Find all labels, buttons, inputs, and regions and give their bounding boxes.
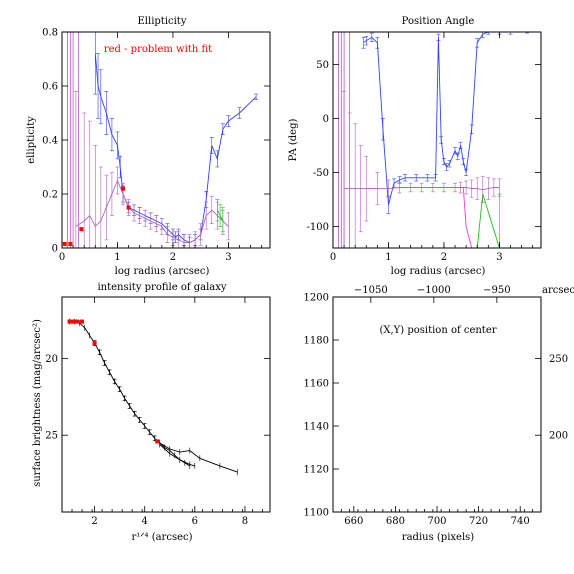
- position-angle-frame: [332, 31, 542, 249]
- position-angle-xlabel: log radius (arcsec): [391, 266, 486, 277]
- x-tick-label: 8: [242, 516, 248, 527]
- right-axis-label: arcsec: [542, 285, 574, 296]
- center-xlabel: radius (pixels): [402, 532, 474, 543]
- intensity-profile-panel: intensity profile of galaxy r¹ᐟ⁴ (arcsec…: [32, 282, 271, 543]
- problem-point: [67, 319, 72, 324]
- ellipticity-panel: Ellipticity log radius (arcsec) elliptic…: [26, 16, 271, 277]
- x-tick-label: 3: [225, 252, 231, 263]
- x-tick-label: 2: [170, 252, 176, 263]
- position-angle-panel: Position Angle log radius (arcsec) PA (d…: [288, 16, 542, 277]
- y-tick-label: 1180: [304, 336, 329, 347]
- fit-problem-note: red - problem with fit: [104, 44, 212, 55]
- y-tick-label: 0: [323, 114, 329, 125]
- position-angle-title: Position Angle: [402, 16, 475, 27]
- intensity-profile-frame: [61, 296, 271, 513]
- y-tick-label: 50: [316, 60, 329, 71]
- x-tick-label: 0: [330, 252, 336, 263]
- ellipticity-data: [62, 32, 259, 248]
- x-tick-label: 1: [114, 252, 120, 263]
- center-annotation: (X,Y) position of center: [379, 325, 496, 336]
- series-line-2: [462, 187, 478, 248]
- problem-point: [68, 241, 73, 246]
- ellipticity-title: Ellipticity: [138, 16, 187, 27]
- x-tick-label: 720: [469, 516, 488, 527]
- x-tick-label: 680: [386, 516, 405, 527]
- problem-point: [80, 319, 85, 324]
- problem-point: [155, 439, 160, 444]
- y-tick-label: 1140: [304, 422, 329, 433]
- series-line-3: [476, 193, 500, 248]
- x-tick-label: 740: [511, 516, 530, 527]
- y-tick-label: 0: [52, 244, 58, 255]
- series-line-0: [94, 53, 257, 244]
- problem-point: [62, 241, 67, 246]
- intensity-ylabel: surface brightness (mag/arcsec²): [32, 319, 43, 487]
- problem-point: [72, 319, 77, 324]
- top-axis-tick-label: −950: [483, 285, 510, 296]
- problem-point: [75, 319, 80, 324]
- x-tick-label: 0: [59, 252, 65, 263]
- right-axis-tick-label: 200: [549, 431, 568, 442]
- problem-point: [126, 205, 131, 210]
- ellipticity-frame: [61, 31, 271, 249]
- y-tick-label: 1120: [304, 465, 329, 476]
- right-axis-tick-label: 250: [549, 354, 568, 365]
- position-angle-ylabel: PA (deg): [288, 119, 299, 162]
- top-axis-tick-label: −1050: [354, 285, 388, 296]
- series-line-0: [69, 321, 191, 467]
- y-tick-label: 0.4: [42, 136, 58, 147]
- x-tick-label: 4: [142, 516, 148, 527]
- intensity-profile-data: [67, 318, 238, 476]
- y-tick-label: 0.2: [42, 190, 58, 201]
- x-tick-label: 3: [496, 252, 502, 263]
- problem-point: [92, 341, 97, 346]
- center-position-panel: radius (pixels) (X,Y) position of center…: [304, 285, 574, 543]
- x-tick-label: 2: [441, 252, 447, 263]
- ellipticity-ylabel: ellipticity: [26, 116, 37, 164]
- x-tick-label: 660: [344, 516, 363, 527]
- top-axis-tick-label: −1000: [417, 285, 451, 296]
- series-line-0: [363, 32, 528, 205]
- problem-point: [70, 319, 75, 324]
- x-tick-label: 700: [427, 516, 446, 527]
- position-angle-data: [338, 32, 530, 248]
- series-line-1: [75, 179, 229, 244]
- intensity-title: intensity profile of galaxy: [97, 282, 226, 293]
- y-tick-label: 25: [45, 431, 58, 442]
- y-tick-label: 0.8: [42, 28, 58, 39]
- y-tick-label: 20: [45, 354, 58, 365]
- x-tick-label: 1: [385, 252, 391, 263]
- intensity-xlabel: r¹ᐟ⁴ (arcsec): [131, 532, 192, 543]
- y-tick-label: 0.6: [42, 82, 58, 93]
- y-tick-label: 1160: [304, 379, 329, 390]
- y-tick-label: -50: [313, 168, 329, 179]
- y-tick-label: -100: [307, 222, 329, 233]
- y-tick-label: 1100: [304, 508, 329, 519]
- series-line-1: [159, 442, 238, 473]
- x-tick-label: 2: [91, 516, 97, 527]
- x-tick-label: 6: [192, 516, 198, 527]
- ellipticity-xlabel: log radius (arcsec): [115, 266, 210, 277]
- problem-point: [79, 227, 84, 232]
- problem-point: [121, 186, 126, 191]
- y-tick-label: 1200: [304, 293, 329, 304]
